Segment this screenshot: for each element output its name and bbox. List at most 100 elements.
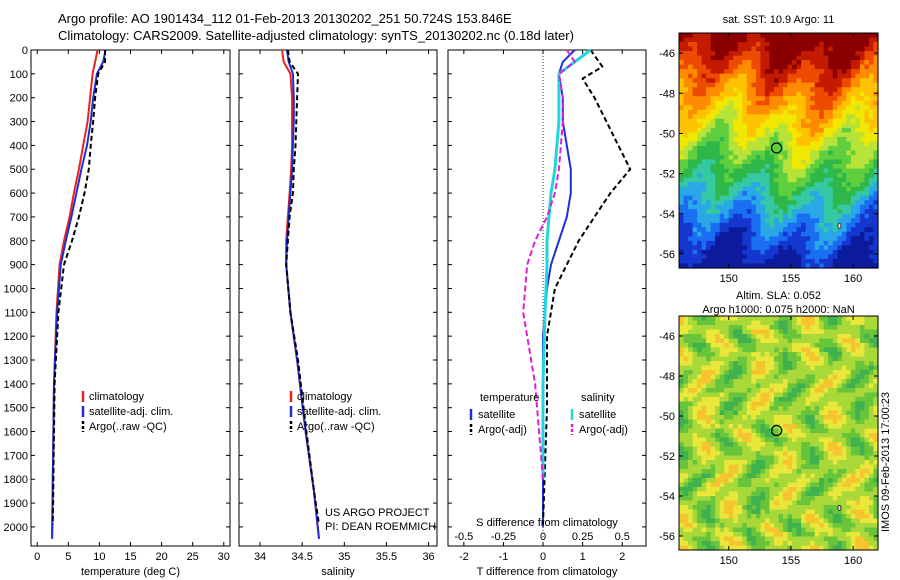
map-cell: [733, 127, 739, 134]
map-cell: [733, 60, 739, 66]
map-cell: [737, 356, 743, 362]
map-cell: [778, 446, 784, 452]
map-cell: [864, 379, 870, 385]
map-cell: [769, 159, 775, 165]
map-cell: [701, 500, 707, 506]
map-cell: [778, 240, 784, 246]
map-cell: [769, 123, 775, 129]
map-cell: [846, 222, 852, 228]
map-cell: [810, 168, 816, 174]
map-cell: [710, 258, 716, 265]
map-cell: [697, 204, 703, 210]
map-cell: [737, 460, 743, 466]
map-cell: [755, 536, 762, 542]
map-cell: [746, 437, 752, 443]
map-cell: [787, 182, 793, 188]
y-tick-label: 1900: [4, 498, 28, 510]
map-cell: [801, 473, 807, 479]
map-cell: [697, 164, 703, 170]
map-cell: [823, 527, 829, 533]
map-cell: [769, 437, 775, 443]
map-cell: [850, 383, 856, 389]
map-cell: [737, 69, 743, 75]
map-cell: [706, 150, 712, 156]
map-cell: [701, 231, 707, 237]
map-cell: [719, 460, 725, 466]
map-cell: [710, 127, 716, 134]
map-cell: [737, 100, 743, 106]
map-cell: [679, 177, 685, 183]
map-cell: [769, 379, 775, 385]
map-cell: [810, 320, 816, 326]
map-cell: [706, 100, 712, 106]
map-cell: [783, 469, 789, 475]
map-cell: [832, 464, 838, 470]
map-cell: [728, 437, 734, 443]
map-cell: [701, 514, 707, 520]
map-cell: [805, 227, 811, 233]
map-cell: [823, 51, 829, 57]
map-cell: [742, 263, 748, 269]
map-cell: [859, 55, 866, 61]
map-cell: [764, 33, 771, 39]
map-cell: [679, 464, 685, 470]
map-cell: [859, 401, 866, 407]
map-cell: [837, 177, 843, 183]
map-cell: [746, 123, 752, 129]
map-cell: [679, 527, 685, 533]
map-cell: [733, 500, 739, 506]
map-cell: [688, 338, 694, 344]
map-cell: [688, 482, 694, 488]
map-cell: [751, 218, 757, 224]
map-cell: [706, 249, 712, 256]
map-cell: [801, 109, 807, 115]
map-cell: [751, 222, 757, 228]
map-cell: [787, 240, 793, 246]
map-cell: [792, 478, 798, 484]
map-cell: [873, 500, 879, 506]
map-cell: [850, 410, 856, 416]
y-tick-label: 300: [10, 117, 28, 129]
map-cell: [737, 78, 743, 84]
map-cell: [679, 460, 685, 466]
map-cell: [715, 442, 721, 448]
map-cell: [728, 100, 734, 106]
map-cell: [755, 361, 762, 367]
map-cell: [805, 150, 811, 156]
map-cell: [787, 109, 793, 115]
map-cell: [733, 388, 739, 394]
map-cell: [715, 514, 721, 520]
map-cell: [746, 118, 752, 124]
map-cell: [746, 236, 752, 242]
map-cell: [697, 496, 703, 502]
map-cell: [715, 536, 721, 542]
map-cell: [841, 200, 847, 206]
map-cell: [810, 78, 816, 84]
map-cell: [787, 388, 793, 394]
map-cell: [846, 451, 852, 457]
map-cell: [769, 505, 775, 511]
map-cell: [819, 415, 825, 421]
map-cell: [855, 209, 861, 215]
map-cell: [823, 186, 829, 192]
map-cell: [805, 60, 811, 66]
map-cell: [832, 159, 838, 165]
map-cell: [755, 191, 762, 197]
map-cell: [715, 60, 721, 66]
map-cell: [792, 123, 798, 129]
map-cell: [832, 168, 838, 174]
map-cell: [697, 334, 703, 340]
map-cell: [706, 254, 712, 260]
map-cell: [737, 123, 743, 129]
map-cell: [823, 397, 829, 403]
map-cell: [710, 401, 716, 407]
map-cell: [814, 37, 820, 43]
map-cell: [828, 406, 834, 412]
map-cell: [701, 240, 707, 246]
map-cell: [728, 496, 734, 502]
map-cell: [692, 191, 698, 197]
map-cell: [764, 460, 771, 466]
map-cell: [796, 329, 802, 335]
map-cell: [846, 51, 852, 57]
map-cell: [769, 514, 775, 520]
